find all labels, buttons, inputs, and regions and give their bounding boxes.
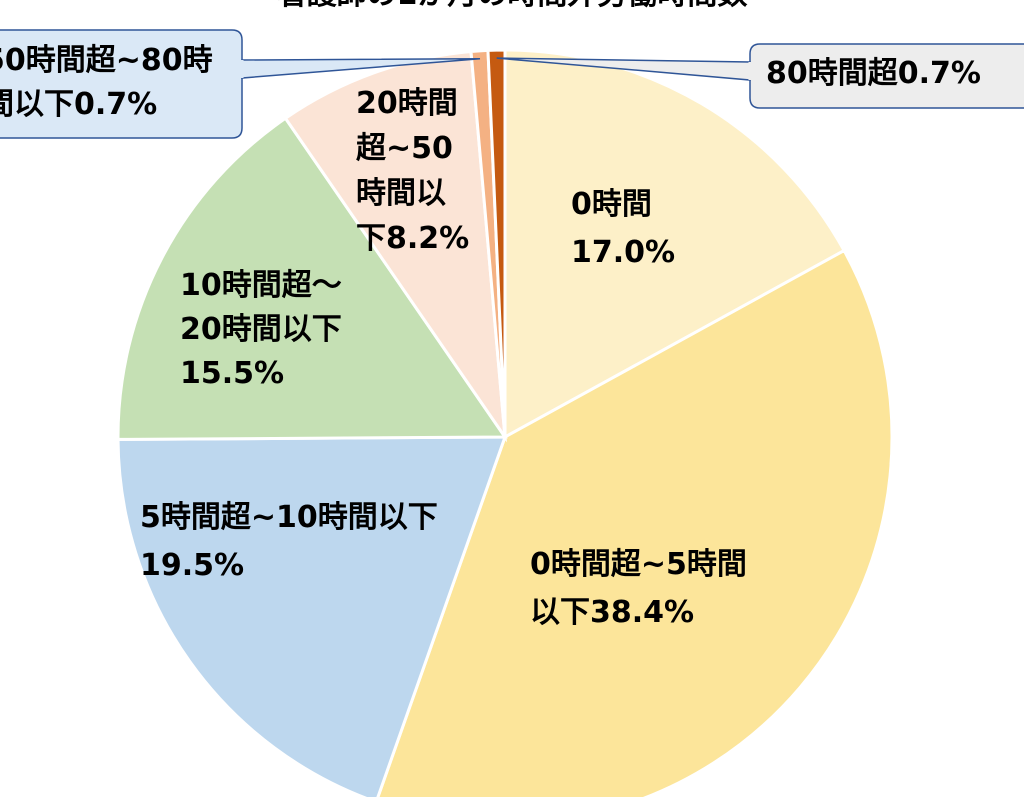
slice-label: 80時間超0.7% <box>766 56 981 91</box>
slice-label: 5時間超~10時間以下 19.5% <box>140 500 438 583</box>
slice-label: 0時間超~5時間以下38.4% <box>530 547 747 630</box>
slice-label: 10時間超〜 20時間以下 15.5% <box>180 268 342 391</box>
pie-slice <box>376 248 894 797</box>
pie-slice <box>283 49 507 443</box>
chart-title: 看護師の1か月の時間外労働時間数 <box>277 0 749 12</box>
slice-label: 0時間 17.0% <box>571 187 675 270</box>
slice-label: 20時間超~50 時間以下8.2% <box>356 86 469 256</box>
callout-box <box>0 29 481 139</box>
pie-slice <box>116 116 508 441</box>
pie-slice <box>503 48 847 440</box>
slice-label: 50時間超~80時間以下0.7% <box>0 43 213 122</box>
pie-slice <box>486 48 507 438</box>
callout-box <box>496 43 1024 109</box>
pie-slice <box>116 435 508 797</box>
